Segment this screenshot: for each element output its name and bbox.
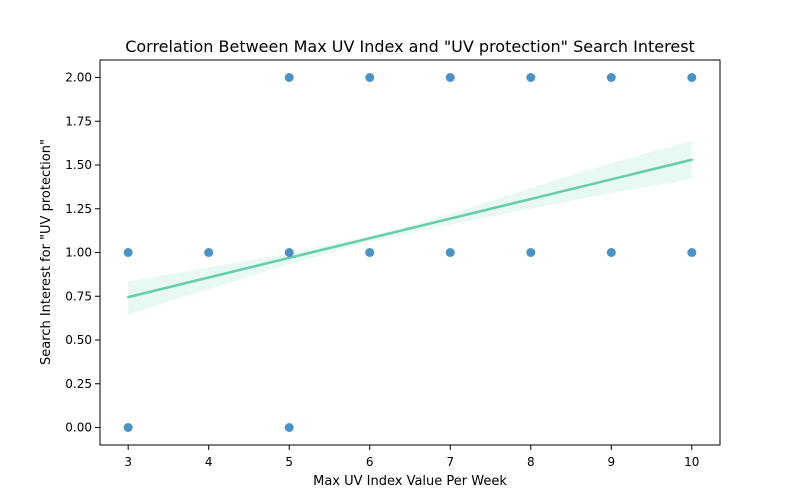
- y-tick-label: 1.25: [65, 202, 92, 216]
- data-point: [365, 248, 375, 257]
- y-tick-label: 2.00: [65, 71, 92, 85]
- x-tick-label: 3: [124, 455, 132, 469]
- y-tick-label: 0.25: [65, 377, 92, 391]
- x-tick-label: 6: [366, 455, 374, 469]
- data-point: [606, 73, 616, 82]
- data-point: [284, 248, 294, 257]
- x-tick-label: 7: [446, 455, 454, 469]
- data-point: [526, 248, 536, 257]
- data-point: [204, 248, 214, 257]
- data-point: [606, 248, 616, 257]
- data-point: [687, 73, 697, 82]
- chart-title: Correlation Between Max UV Index and "UV…: [125, 37, 695, 56]
- y-tick-label: 1.75: [65, 114, 92, 128]
- data-point: [445, 248, 455, 257]
- plot-area-frame: [99, 59, 721, 446]
- points-layer: [123, 73, 697, 432]
- data-point: [123, 248, 133, 257]
- data-point: [445, 73, 455, 82]
- x-tick-label: 4: [205, 455, 213, 469]
- data-point: [284, 73, 294, 82]
- data-point: [687, 248, 697, 257]
- data-point: [526, 73, 536, 82]
- x-tick-label: 8: [527, 455, 535, 469]
- y-tick-label: 1.50: [65, 158, 92, 172]
- data-point: [365, 73, 375, 82]
- y-axis-ticks: 0.00 0.25 0.50 0.75 1.00 1.25 1.50 1.75 2.00: [65, 71, 100, 435]
- y-tick-label: 0.50: [65, 333, 92, 347]
- y-tick-label: 0.75: [65, 289, 92, 303]
- data-point: [284, 423, 294, 432]
- x-tick-label: 10: [684, 455, 699, 469]
- x-tick-label: 5: [285, 455, 293, 469]
- x-axis-label: Max UV Index Value Per Week: [313, 474, 507, 489]
- x-tick-label: 9: [607, 455, 615, 469]
- x-axis-ticks: 3 4 5 6 7 8 9 10: [124, 445, 699, 469]
- y-tick-label: 1.00: [65, 246, 92, 260]
- y-tick-label: 0.00: [65, 421, 92, 435]
- regression-line: [126, 158, 694, 299]
- data-point: [123, 423, 133, 432]
- regression-line-layer: [126, 158, 694, 299]
- y-axis-label: Search Interest for "UV protection": [39, 139, 54, 365]
